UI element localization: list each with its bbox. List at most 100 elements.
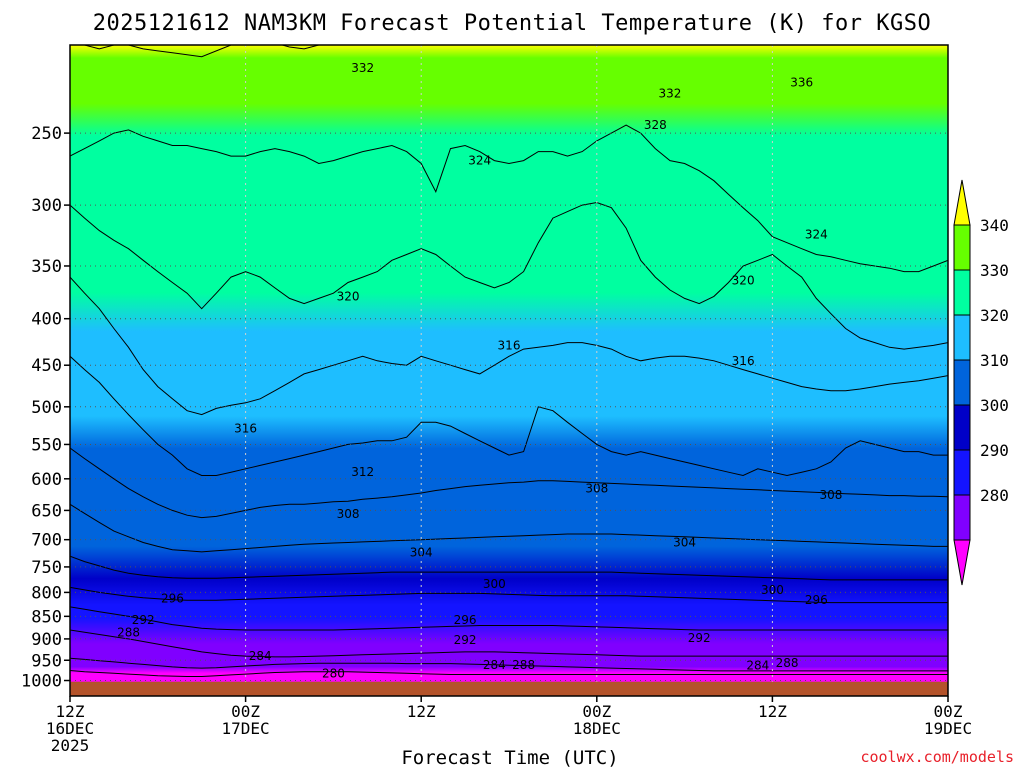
contour-label: 300 bbox=[483, 577, 506, 591]
isentrope-288 bbox=[70, 629, 948, 658]
isentrope-320 bbox=[70, 201, 948, 350]
x-tick-label: 2025 bbox=[51, 736, 90, 755]
y-tick-label: 800 bbox=[31, 583, 62, 603]
contour-label-text: 296 bbox=[454, 613, 477, 627]
contour-label: 320 bbox=[732, 273, 755, 287]
isentrope-308 bbox=[70, 447, 948, 519]
contour-label-text: 304 bbox=[410, 545, 433, 559]
contour-label-text: 288 bbox=[776, 656, 799, 670]
credit-text: coolwx.com/models bbox=[860, 748, 1014, 766]
isentrope-304 bbox=[70, 503, 948, 553]
contour-label-text: 280 bbox=[322, 667, 345, 681]
x-tick-label: 17DEC bbox=[222, 719, 270, 738]
isentrope-332 bbox=[83, 45, 628, 58]
chart-title: 2025121612 NAM3KM Forecast Potential Tem… bbox=[93, 11, 931, 36]
theta-fill bbox=[70, 45, 948, 696]
contour-label: 280 bbox=[322, 667, 345, 681]
y-tick-label: 750 bbox=[31, 558, 62, 578]
y-tick-label: 300 bbox=[31, 196, 62, 216]
contour-label-text: 312 bbox=[351, 465, 374, 479]
x-tick-label: 16DEC bbox=[46, 719, 94, 738]
contour-label: 292 bbox=[132, 613, 155, 627]
y-tick-label: 650 bbox=[31, 501, 62, 521]
isentrope-280 bbox=[70, 670, 948, 677]
contour-label-text: 308 bbox=[337, 507, 360, 521]
y-tick-label: 550 bbox=[31, 435, 62, 455]
contour-label-text: 284 bbox=[746, 659, 769, 673]
x-tick-label: 00Z bbox=[934, 702, 963, 721]
plot-frame bbox=[69, 44, 949, 697]
y-tick-label: 250 bbox=[31, 124, 62, 144]
x-tick-label: 12Z bbox=[56, 702, 85, 721]
x-tick-label: 18DEC bbox=[573, 719, 621, 738]
contour-label-text: 324 bbox=[468, 154, 491, 168]
contour-label-text: 300 bbox=[483, 577, 506, 591]
y-tick-label: 500 bbox=[31, 398, 62, 418]
colorbar-segment bbox=[953, 269, 971, 316]
y-tick-label: 850 bbox=[31, 607, 62, 627]
contour-label: 284 bbox=[249, 649, 272, 663]
colorbar-label: 310 bbox=[980, 351, 1009, 370]
colorbar-cap-top bbox=[953, 179, 971, 226]
contour-label-text: 332 bbox=[659, 86, 682, 100]
contour-label-text: 328 bbox=[644, 118, 667, 132]
colorbar: 340 330 320 310 300 290 280 bbox=[953, 179, 1009, 586]
isentrope-312 bbox=[70, 355, 948, 477]
plot-area: 332 332 336 328 324 324 320 320 316 316 316 312 308 3… bbox=[70, 45, 948, 696]
contour-label: 296 bbox=[454, 613, 477, 627]
colorbar-segment bbox=[953, 359, 971, 406]
contour-label: 308 bbox=[585, 482, 608, 496]
x-tick-label: 12Z bbox=[758, 702, 787, 721]
y-tick-label: 400 bbox=[31, 310, 62, 330]
colorbar-label: 330 bbox=[980, 261, 1009, 280]
contour-label: 320 bbox=[337, 289, 360, 303]
isentrope-296 bbox=[70, 586, 948, 604]
contour-label: 288 bbox=[776, 656, 799, 670]
contour-label-text: 296 bbox=[161, 591, 184, 605]
colorbar-segment bbox=[953, 449, 971, 496]
isentrope-lines bbox=[70, 45, 948, 677]
isentrope-292 bbox=[70, 606, 948, 631]
y-tick-label: 1000 bbox=[21, 672, 62, 692]
contour-label-text: 320 bbox=[732, 273, 755, 287]
contour-label: 308 bbox=[337, 507, 360, 521]
colorbar-label: 280 bbox=[980, 486, 1009, 505]
contour-label-text: 320 bbox=[337, 289, 360, 303]
x-tick-label: 12Z bbox=[407, 702, 436, 721]
contour-label: 284 bbox=[746, 659, 769, 673]
contour-label: 288 bbox=[117, 625, 140, 639]
y-tick-label: 900 bbox=[31, 630, 62, 650]
contour-label-text: 324 bbox=[805, 227, 828, 241]
contour-label: 292 bbox=[688, 631, 711, 645]
contour-label: 296 bbox=[805, 593, 828, 607]
y-tick-label: 700 bbox=[31, 531, 62, 551]
contour-label: 292 bbox=[454, 633, 477, 647]
contour-label: 328 bbox=[644, 118, 667, 132]
contour-label-text: 292 bbox=[688, 631, 711, 645]
ground-surface bbox=[70, 681, 948, 696]
contour-label: 284 bbox=[483, 658, 506, 672]
contour-label-text: 296 bbox=[805, 593, 828, 607]
colorbar-segment bbox=[953, 314, 971, 361]
colorbar-segment bbox=[953, 494, 971, 541]
y-tick-label: 600 bbox=[31, 470, 62, 490]
colorbar-segment bbox=[953, 404, 971, 451]
contour-label: 296 bbox=[161, 591, 184, 605]
contour-label: 332 bbox=[659, 86, 682, 100]
contour-label: 288 bbox=[512, 658, 535, 672]
contour-label-text: 292 bbox=[454, 633, 477, 647]
contour-label-text: 336 bbox=[790, 76, 813, 90]
contour-label-text: 288 bbox=[117, 625, 140, 639]
contour-label-text: 284 bbox=[483, 658, 506, 672]
contour-label: 336 bbox=[790, 76, 813, 90]
y-tick-label: 950 bbox=[31, 651, 62, 671]
contour-label-text: 332 bbox=[351, 61, 374, 75]
contour-label: 312 bbox=[351, 465, 374, 479]
contour-label: 316 bbox=[732, 354, 755, 368]
x-tick-label: 00Z bbox=[582, 702, 611, 721]
contour-label: 308 bbox=[819, 488, 842, 502]
contour-label: 300 bbox=[761, 583, 784, 597]
x-tick-label: 00Z bbox=[231, 702, 260, 721]
contour-label: 316 bbox=[234, 421, 257, 435]
